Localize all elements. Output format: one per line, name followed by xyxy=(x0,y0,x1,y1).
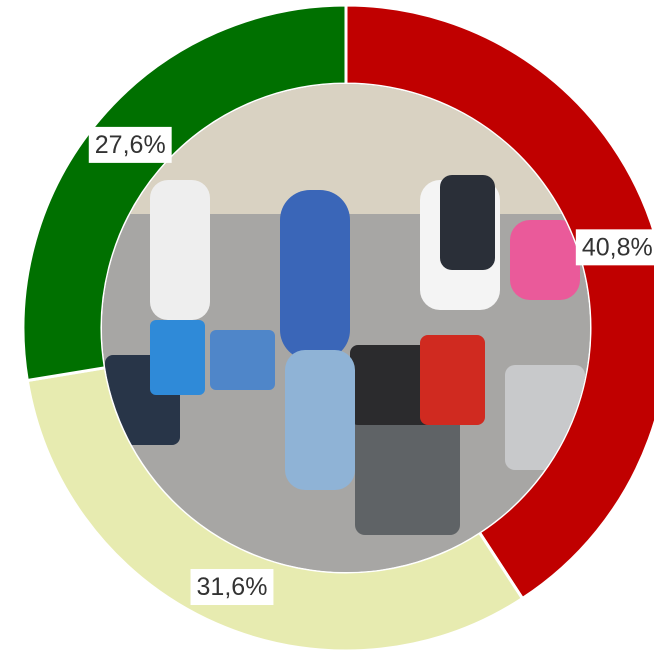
value-label: 31,6% xyxy=(197,573,268,601)
value-label: 40,8% xyxy=(582,233,653,261)
value-label: 27,6% xyxy=(95,131,166,159)
chart: 40,8% 31,6% 27,6% xyxy=(0,0,654,652)
center-photo xyxy=(100,84,592,574)
